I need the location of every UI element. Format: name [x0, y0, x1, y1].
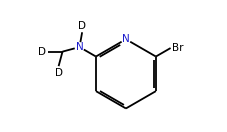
Text: D: D — [38, 47, 46, 57]
Text: N: N — [76, 42, 83, 52]
Text: N: N — [122, 34, 130, 44]
Text: D: D — [55, 68, 63, 78]
Text: Br: Br — [172, 43, 183, 53]
Text: D: D — [78, 21, 86, 31]
